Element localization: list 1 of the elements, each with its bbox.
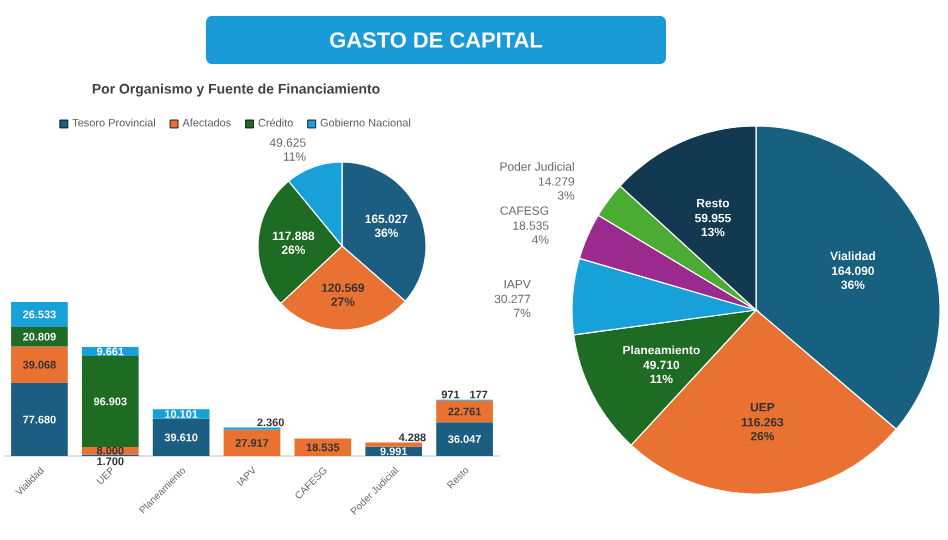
chart-title: GASTO DE CAPITAL xyxy=(330,32,543,48)
